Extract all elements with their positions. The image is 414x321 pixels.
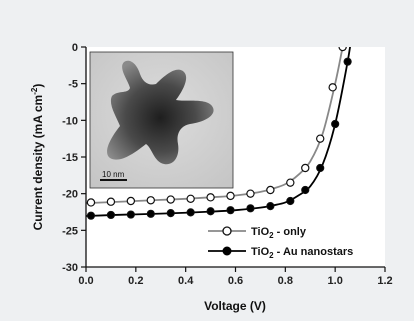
series-tio2-au-nanostars [86, 47, 352, 220]
legend-label-tio2-only-main: TiO [251, 226, 270, 238]
data-point [266, 185, 275, 195]
legend-label-tio2-au-main: TiO [251, 246, 270, 258]
data-point [166, 209, 175, 218]
data-point [286, 196, 295, 206]
data-point [126, 210, 135, 219]
y-tick-label: -10 [62, 115, 78, 127]
legend-marker-tio2-only [222, 226, 232, 236]
data-point [286, 178, 295, 187]
data-point [126, 196, 136, 206]
series-layer [86, 47, 352, 220]
tem-inset: 10 nm [89, 51, 234, 189]
nanostar-particle [107, 60, 214, 165]
legend-label-tio2-only-sub: 2 [269, 231, 274, 240]
data-point [186, 208, 195, 217]
data-point [106, 197, 116, 206]
x-tick-label: 1.2 [377, 275, 392, 287]
data-point [166, 195, 175, 204]
data-point [316, 134, 325, 143]
y-axis-title-sup: -2 [30, 87, 39, 95]
data-point [206, 207, 215, 216]
y-axis-title-tail: ) [31, 84, 45, 88]
x-tick-label: 0.6 [228, 275, 243, 287]
legend-label-tio2-au-tail: - Au nanostars [274, 246, 354, 258]
data-point [343, 57, 352, 66]
x-tick-label: 0.8 [278, 275, 293, 287]
data-point [146, 209, 155, 218]
tick-layer: 0.0 0.2 0.4 0.6 0.8 1.0 1.2 0 -5 -10 -15 -20 -25 -30 [62, 42, 393, 287]
data-point [86, 211, 96, 220]
data-point [206, 193, 215, 202]
data-point [226, 191, 235, 201]
legend-entry-tio2-only: TiO2 - only [208, 226, 307, 240]
x-tick-label: 0.2 [128, 275, 143, 287]
data-point [246, 204, 255, 213]
data-point [106, 210, 116, 220]
y-tick-label: -25 [62, 225, 78, 237]
y-tick-label: -5 [68, 79, 78, 91]
legend-label-tio2-only: TiO2 - only [251, 226, 307, 240]
y-tick-label: -30 [62, 262, 78, 274]
data-point [226, 206, 235, 215]
legend: TiO2 - only TiO2 - Au nanostars [208, 226, 353, 260]
data-point [246, 189, 255, 198]
x-tick-label: 1.0 [328, 275, 343, 287]
legend-label-tio2-only-tail: - only [274, 226, 307, 238]
data-point [186, 194, 195, 203]
x-axis-title: Voltage (V) [204, 299, 266, 313]
series-tio2-only [86, 47, 347, 207]
data-point [328, 83, 337, 92]
data-point [86, 198, 96, 207]
x-tick-label: 0.4 [178, 275, 194, 287]
y-axis-title: Current density (mA cm-2) [30, 84, 45, 231]
legend-label-tio2-au-sub: 2 [269, 251, 274, 260]
legend-marker-tio2-au [222, 246, 232, 256]
data-point [331, 119, 340, 129]
data-point [146, 196, 155, 205]
y-tick-label: -15 [62, 152, 78, 164]
y-tick-label: -20 [62, 189, 78, 201]
legend-label-tio2-au: TiO2 - Au nanostars [251, 246, 353, 260]
legend-entry-tio2-au: TiO2 - Au nanostars [208, 246, 353, 260]
y-axis-title-main: Current density (mA cm [31, 95, 45, 231]
scale-bar-label: 10 nm [102, 170, 125, 179]
data-point [266, 202, 275, 211]
data-point [301, 185, 310, 195]
data-point [301, 163, 310, 173]
data-point [338, 47, 347, 52]
data-point [316, 163, 325, 173]
x-tick-label: 0.0 [78, 275, 93, 287]
y-tick-label: 0 [72, 42, 78, 54]
